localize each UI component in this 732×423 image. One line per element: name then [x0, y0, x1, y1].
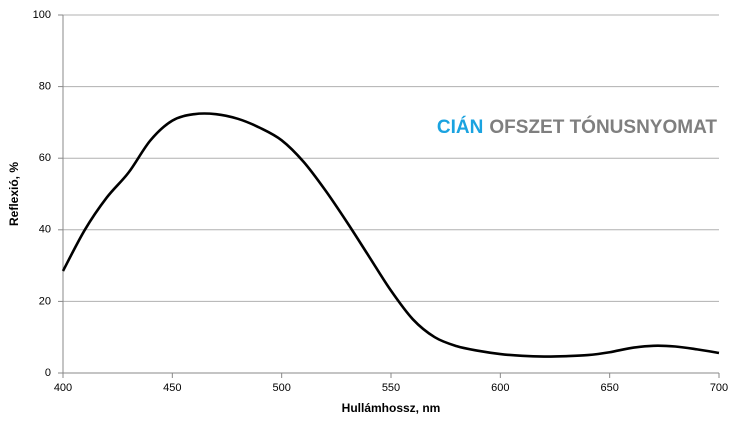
x-tick-label: 550 — [382, 382, 400, 394]
y-tick-label: 40 — [39, 224, 51, 236]
y-tick-label: 20 — [39, 295, 51, 307]
annotation-part: CIÁN — [437, 116, 483, 138]
y-tick-label: 80 — [39, 81, 51, 93]
annotation: CIÁN OFSZET TÓNUSNYOMAT — [437, 116, 717, 138]
y-tick-label: 60 — [39, 152, 51, 164]
y-tick-label: 0 — [45, 367, 51, 379]
x-tick-label: 700 — [710, 382, 728, 394]
x-tick-label: 650 — [600, 382, 618, 394]
x-tick-label: 500 — [272, 382, 290, 394]
y-axis-label: Reflexió, % — [7, 162, 21, 226]
annotation-part: OFSZET TÓNUSNYOMAT — [489, 116, 717, 138]
x-tick-label: 600 — [491, 382, 509, 394]
x-axis-label: Hullámhossz, nm — [342, 401, 441, 415]
y-tick-label: 100 — [33, 9, 51, 21]
line — [61, 112, 720, 358]
x-tick-label: 400 — [54, 382, 72, 394]
x-tick-label: 450 — [163, 382, 181, 394]
